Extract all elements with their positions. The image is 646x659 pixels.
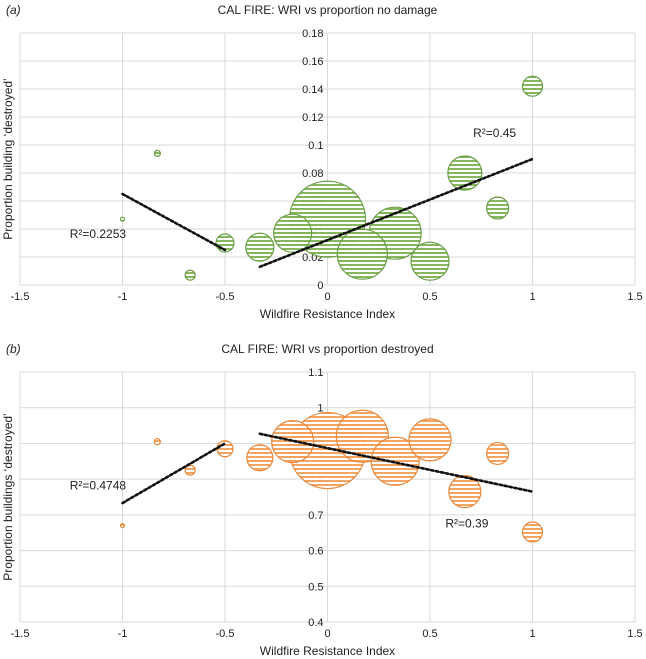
r-squared-label: R²=0.4748 bbox=[70, 478, 127, 492]
panel-b-label: (b) bbox=[6, 342, 21, 356]
trendline bbox=[121, 192, 227, 252]
panel-b-title: CAL FIRE: WRI vs proportion destroyed bbox=[221, 342, 433, 356]
panel-a-label: (a) bbox=[6, 3, 21, 17]
trendline bbox=[258, 432, 534, 493]
x-tick-label: 0 bbox=[324, 291, 330, 303]
data-bubble bbox=[486, 441, 510, 466]
y-tick-label: 0.14 bbox=[302, 84, 323, 96]
y-tick-label: 0.6 bbox=[308, 546, 323, 558]
panel-a: (a) CAL FIRE: WRI vs proportion no damage… bbox=[1, 3, 643, 321]
x-tick-label: -1.5 bbox=[11, 628, 30, 640]
data-bubble bbox=[119, 522, 126, 529]
x-tick-label: 0 bbox=[324, 628, 330, 640]
data-bubble bbox=[273, 213, 313, 253]
x-tick-label: -1 bbox=[118, 291, 128, 303]
y-tick-label: 0.7 bbox=[308, 510, 323, 522]
y-tick-label: 1 bbox=[317, 403, 323, 415]
y-tick-label: 1.1 bbox=[308, 367, 323, 379]
data-bubble bbox=[153, 149, 161, 157]
data-bubble bbox=[486, 196, 510, 220]
y-tick-label: 0.08 bbox=[302, 168, 323, 180]
y-tick-label: 0.18 bbox=[302, 28, 323, 40]
data-bubble bbox=[410, 241, 450, 281]
data-bubble bbox=[245, 232, 275, 262]
data-bubble bbox=[271, 420, 315, 464]
data-bubble bbox=[336, 228, 388, 280]
data-bubble bbox=[119, 216, 126, 222]
y-tick-label: 0.16 bbox=[302, 56, 323, 68]
x-tick-label: -1.5 bbox=[11, 291, 30, 303]
x-axis-label: Wildfire Resistance Index bbox=[260, 307, 395, 321]
data-bubble bbox=[184, 269, 196, 281]
x-tick-label: 1.5 bbox=[627, 628, 642, 640]
y-tick-label: 0.1 bbox=[308, 140, 323, 152]
data-bubble bbox=[448, 475, 482, 509]
x-tick-label: -1 bbox=[118, 628, 128, 640]
y-tick-label: 0 bbox=[317, 280, 323, 292]
data-bubble bbox=[246, 444, 274, 472]
y-tick-label: 0.5 bbox=[308, 581, 323, 593]
x-tick-label: 0.5 bbox=[422, 628, 437, 640]
x-tick-label: 1 bbox=[529, 628, 535, 640]
x-tick-label: 1.5 bbox=[627, 291, 642, 303]
x-tick-label: 1 bbox=[529, 291, 535, 303]
r-squared-label: R²=0.2253 bbox=[70, 227, 127, 241]
r-squared-label: R²=0.45 bbox=[473, 126, 516, 140]
y-tick-label: 0.12 bbox=[302, 112, 323, 124]
panel-a-title: CAL FIRE: WRI vs proportion no damage bbox=[218, 3, 438, 17]
y-axis-label: Proportion building ‘destroyed’ bbox=[1, 78, 15, 239]
y-tick-label: 0.4 bbox=[308, 617, 323, 629]
trendline bbox=[258, 157, 534, 269]
data-bubble bbox=[408, 418, 452, 462]
data-bubble bbox=[153, 438, 161, 446]
trendline bbox=[121, 442, 227, 505]
x-tick-label: -0.5 bbox=[216, 291, 235, 303]
y-axis-label: Proportion buildings ‘destroyed’ bbox=[1, 413, 15, 580]
data-bubble bbox=[521, 521, 544, 543]
data-bubble bbox=[521, 75, 544, 97]
panel-b: (b) CAL FIRE: WRI vs proportion destroyed… bbox=[1, 342, 643, 658]
r-squared-label: R²=0.39 bbox=[445, 517, 488, 531]
x-tick-label: 0.5 bbox=[422, 291, 437, 303]
data-bubble bbox=[370, 436, 420, 486]
x-tick-label: -0.5 bbox=[216, 628, 235, 640]
data-bubble bbox=[184, 464, 196, 476]
x-axis-label: Wildfire Resistance Index bbox=[260, 644, 395, 658]
